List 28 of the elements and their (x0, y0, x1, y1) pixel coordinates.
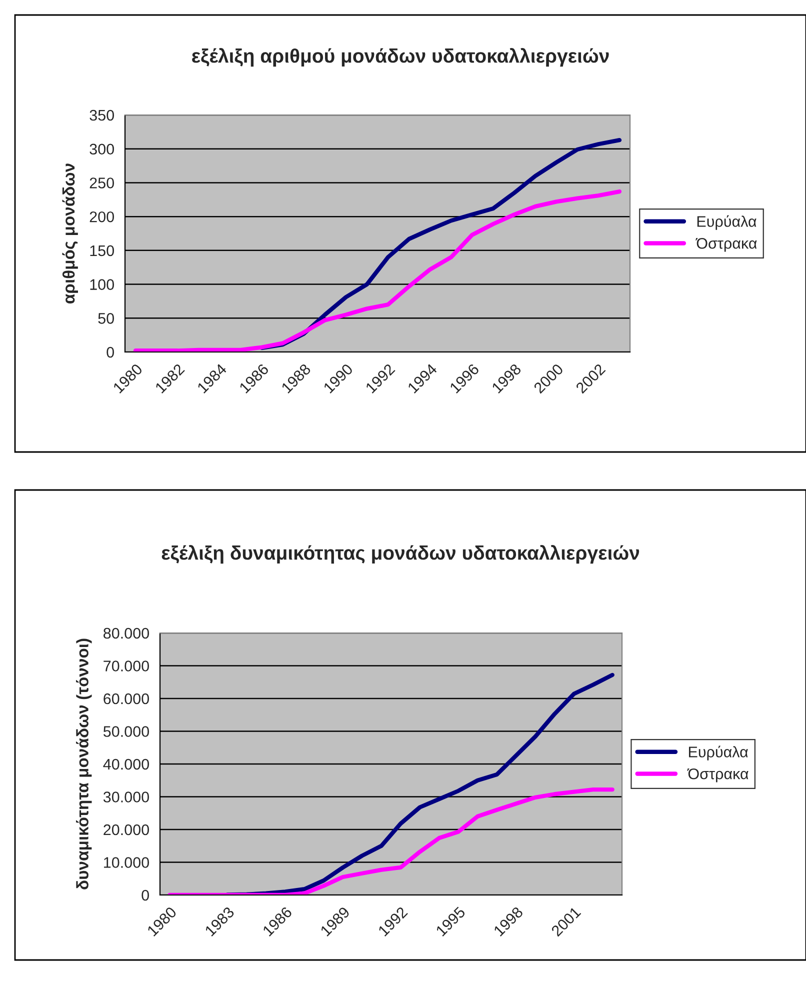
line-series (225, 672, 614, 895)
y-tick-label: 80.000 (104, 628, 149, 639)
y-tick-label: 40.000 (103, 758, 149, 770)
y-tick-label: 30.000 (103, 792, 149, 802)
line-series (133, 189, 622, 352)
chart-title: εξέλιξη δυναμικότητας μονάδων υδατοκαλλιεργειών (162, 545, 640, 564)
y-tick-label: 250 (90, 178, 114, 188)
legend-label: Όστρακα (696, 238, 757, 252)
y-tick-label: 350 (90, 110, 114, 121)
y-axis-title: δυναμικότητα μονάδων (τόννοι) (76, 638, 92, 890)
y-tick-label: 70.000 (104, 660, 149, 672)
legend-label: Ευρύαλα (697, 215, 756, 230)
y-tick-label: 10.000 (104, 857, 149, 868)
legend-label: Όστρακα (687, 768, 748, 782)
y-tick-label: 150 (90, 245, 114, 256)
y-tick-label: 0 (106, 346, 114, 358)
y-tick-label: 50 (98, 313, 114, 324)
legend-label: Ευρύαλα (688, 746, 748, 760)
y-tick-label: 200 (90, 211, 114, 222)
y-tick-label: 60.000 (104, 693, 149, 704)
line-series (168, 787, 614, 895)
y-tick-label: 300 (90, 144, 114, 155)
chart-title: εξέλιξη αριθμού μονάδων υδατοκαλλιεργειών (192, 48, 609, 67)
y-tick-label: 20.000 (104, 824, 149, 836)
y-tick-label: 100 (90, 279, 114, 290)
y-tick-label: 0 (142, 890, 149, 901)
y-tick-label: 50.000 (103, 726, 149, 737)
y-axis-title: αριθμός μονάδων (62, 164, 78, 304)
